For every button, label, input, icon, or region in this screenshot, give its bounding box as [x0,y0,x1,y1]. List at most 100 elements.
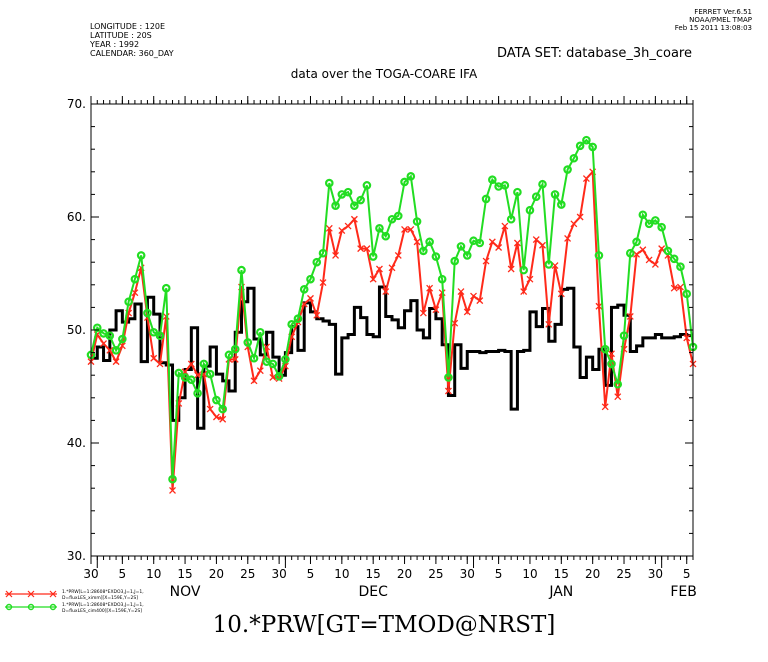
data-point [676,262,685,272]
x-month-label: DEC [358,584,388,600]
data-point [130,274,140,284]
data-point [212,413,220,421]
x-month-label: NOV [170,584,201,600]
legend-label-line2: D=fluxLES_cim400][X=159E,Y=2S] [62,608,142,614]
data-point [669,254,679,264]
data-point [256,367,264,375]
data-point [614,393,622,401]
data-point [161,283,171,293]
data-point [224,350,234,360]
x-tick-label: 30 [83,567,98,581]
x-tick-label: 5 [307,567,315,581]
data-point [644,219,654,229]
data-point [219,415,227,423]
data-point [625,248,635,258]
data-point [406,172,416,181]
data-point [338,227,346,235]
data-point [400,177,409,187]
data-point [588,142,597,152]
data-point [155,331,165,340]
x-tick-label: 10 [334,567,349,581]
data-point [206,405,214,413]
data-point [538,179,547,189]
data-point [462,251,472,260]
data-point [105,331,115,340]
data-point [393,211,403,221]
data-point [274,372,284,381]
y-tick-label: 40. [67,436,86,450]
data-point [187,375,196,385]
x-tick-label: 15 [554,567,569,581]
data-point [362,181,372,190]
x-tick-label: 20 [585,567,600,581]
data-point [281,355,290,364]
data-point [531,192,541,201]
data-point [470,292,477,300]
data-point [437,274,447,284]
legend-marker [5,603,13,611]
data-point [545,320,553,328]
data-point [307,294,314,302]
data-point [444,387,452,395]
data-point [111,346,121,355]
data-point [569,153,579,163]
data-point [513,239,521,247]
data-point [600,344,610,354]
x-tick-label: 20 [209,567,224,581]
chart-subtitle: data over the TOGA-COARE IFA [290,67,478,81]
data-point [676,283,684,291]
data-point [431,252,441,261]
data-point [143,308,152,318]
data-point [237,265,246,275]
data-point [575,141,585,151]
ferret-org: NOAA/PMEL TMAP [689,16,752,24]
data-point [401,225,409,233]
data-point [501,222,509,230]
data-point [218,404,227,414]
x-month-label: FEB [670,584,697,600]
data-point [118,334,127,344]
x-tick-label: 25 [428,567,443,581]
data-point [212,395,221,405]
legend-marker [27,590,35,598]
variable-title: 10.*PRW[GT=TMOD@NRST] [212,612,556,638]
data-point [557,290,565,298]
data-point [331,201,340,211]
data-point [651,261,659,268]
ferret-version: FERRET Ver.6.51 [694,8,752,16]
data-point [419,309,427,317]
data-point [619,331,629,340]
data-point [231,355,239,363]
x-tick-label: 10 [522,567,537,581]
data-point [607,359,616,369]
data-point [613,379,623,389]
data-point [670,284,678,292]
data-point [318,248,328,258]
data-point [350,215,358,223]
data-point [500,181,510,190]
data-point [407,225,415,233]
data-point [683,334,691,342]
data-point [394,251,402,259]
data-point [481,194,491,204]
data-point [256,327,265,337]
data-point [194,371,202,379]
data-point [324,178,334,188]
plot-frame [90,103,694,557]
data-point [582,175,590,183]
data-point [350,201,359,211]
data-point [356,195,365,205]
data-point [563,165,572,174]
x-tick-label: 5 [683,567,691,581]
data-point [475,238,485,248]
data-point [230,344,240,354]
data-point [519,265,528,275]
data-point [156,360,164,368]
data-point [457,288,465,296]
legend-marker [49,590,57,598]
data-point [532,236,540,244]
data-point [419,246,428,256]
data-point [608,350,615,358]
x-tick-label: 5 [495,567,503,581]
